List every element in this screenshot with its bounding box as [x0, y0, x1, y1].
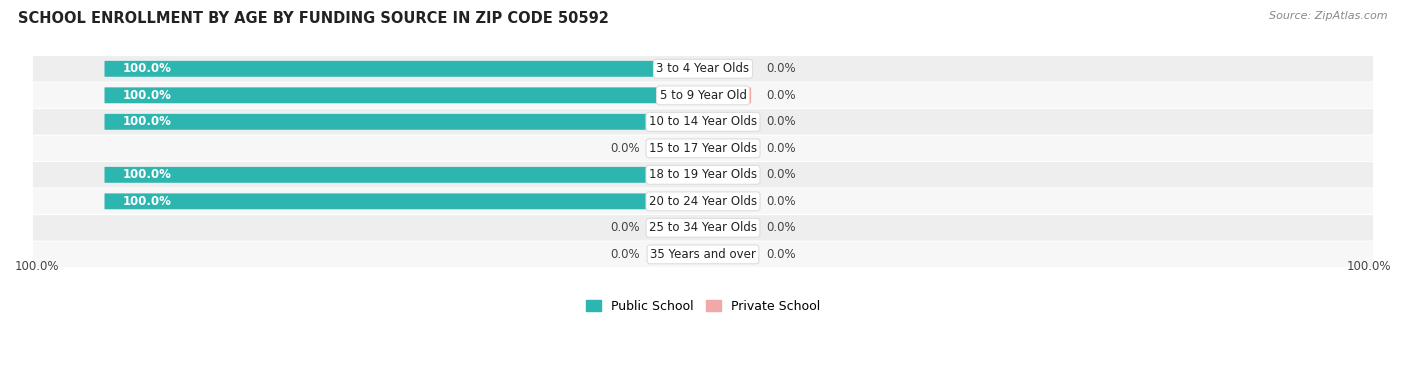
FancyBboxPatch shape — [32, 188, 1374, 214]
Text: 0.0%: 0.0% — [766, 142, 796, 155]
FancyBboxPatch shape — [32, 136, 1374, 161]
FancyBboxPatch shape — [703, 140, 751, 156]
Text: 3 to 4 Year Olds: 3 to 4 Year Olds — [657, 62, 749, 75]
FancyBboxPatch shape — [104, 114, 703, 130]
Text: 100.0%: 100.0% — [15, 261, 59, 273]
Text: 10 to 14 Year Olds: 10 to 14 Year Olds — [650, 115, 756, 128]
FancyBboxPatch shape — [32, 109, 1374, 135]
Text: 0.0%: 0.0% — [610, 142, 640, 155]
Text: 20 to 24 Year Olds: 20 to 24 Year Olds — [650, 195, 756, 208]
Text: 100.0%: 100.0% — [122, 62, 172, 75]
FancyBboxPatch shape — [655, 140, 703, 156]
FancyBboxPatch shape — [703, 61, 751, 77]
Text: 0.0%: 0.0% — [610, 221, 640, 234]
Text: 0.0%: 0.0% — [766, 89, 796, 102]
Text: 5 to 9 Year Old: 5 to 9 Year Old — [659, 89, 747, 102]
Text: 100.0%: 100.0% — [122, 115, 172, 128]
Text: 0.0%: 0.0% — [766, 169, 796, 181]
FancyBboxPatch shape — [104, 167, 703, 183]
Text: 0.0%: 0.0% — [766, 195, 796, 208]
FancyBboxPatch shape — [703, 87, 751, 103]
Text: 0.0%: 0.0% — [610, 248, 640, 261]
FancyBboxPatch shape — [32, 162, 1374, 187]
FancyBboxPatch shape — [703, 247, 751, 262]
Legend: Public School, Private School: Public School, Private School — [581, 294, 825, 317]
FancyBboxPatch shape — [32, 215, 1374, 241]
Text: 18 to 19 Year Olds: 18 to 19 Year Olds — [650, 169, 756, 181]
FancyBboxPatch shape — [703, 193, 751, 209]
Text: 100.0%: 100.0% — [122, 195, 172, 208]
FancyBboxPatch shape — [32, 56, 1374, 81]
Text: 100.0%: 100.0% — [1347, 261, 1391, 273]
FancyBboxPatch shape — [655, 220, 703, 236]
Text: 0.0%: 0.0% — [766, 62, 796, 75]
Text: 0.0%: 0.0% — [766, 248, 796, 261]
FancyBboxPatch shape — [655, 247, 703, 262]
Text: 100.0%: 100.0% — [122, 89, 172, 102]
FancyBboxPatch shape — [32, 83, 1374, 108]
Text: 0.0%: 0.0% — [766, 221, 796, 234]
FancyBboxPatch shape — [703, 114, 751, 130]
Text: Source: ZipAtlas.com: Source: ZipAtlas.com — [1270, 11, 1388, 21]
FancyBboxPatch shape — [32, 242, 1374, 267]
Text: 25 to 34 Year Olds: 25 to 34 Year Olds — [650, 221, 756, 234]
FancyBboxPatch shape — [703, 220, 751, 236]
Text: SCHOOL ENROLLMENT BY AGE BY FUNDING SOURCE IN ZIP CODE 50592: SCHOOL ENROLLMENT BY AGE BY FUNDING SOUR… — [18, 11, 609, 26]
FancyBboxPatch shape — [104, 87, 703, 103]
FancyBboxPatch shape — [104, 193, 703, 209]
Text: 100.0%: 100.0% — [122, 169, 172, 181]
Text: 15 to 17 Year Olds: 15 to 17 Year Olds — [650, 142, 756, 155]
Text: 0.0%: 0.0% — [766, 115, 796, 128]
Text: 35 Years and over: 35 Years and over — [650, 248, 756, 261]
FancyBboxPatch shape — [703, 167, 751, 183]
FancyBboxPatch shape — [104, 61, 703, 77]
